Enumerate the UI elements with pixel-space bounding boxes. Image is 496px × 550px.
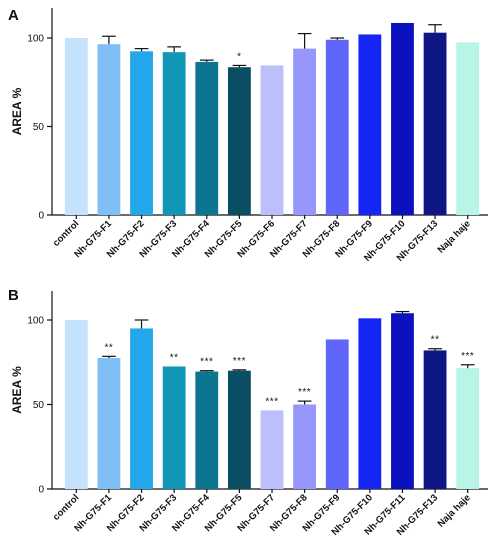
x-tick-label: control <box>51 492 82 523</box>
x-tick-label: Naja haje <box>436 218 473 255</box>
bar-nh-g75-f9 <box>358 34 382 216</box>
y-axis-label: AREA % <box>10 366 24 414</box>
bar-nh-g75-f3 <box>162 52 186 215</box>
x-tick-label: Naja haje <box>436 492 473 529</box>
bar-nh-g75-f2 <box>130 51 153 216</box>
bar-nh-g75-f1 <box>97 44 121 215</box>
bar-control <box>64 320 88 489</box>
bar-nh-g75-f3 <box>162 366 186 489</box>
bar-nh-g75-f10 <box>358 318 382 489</box>
y-tick-label: 50 <box>33 122 45 133</box>
significance-label: *** <box>233 356 246 367</box>
y-tick-label: 100 <box>27 316 44 327</box>
bar-nh-g75-f9 <box>325 339 349 489</box>
bar-nh-g75-f8 <box>293 404 317 489</box>
x-tick-label: control <box>51 218 82 249</box>
significance-label: * <box>237 51 241 62</box>
bar-nh-g75-f13 <box>423 32 447 215</box>
bar-naja-haje <box>456 368 480 489</box>
panel-label: A <box>8 7 19 24</box>
significance-label: *** <box>298 387 311 398</box>
significance-label: ** <box>431 335 440 346</box>
significance-label: *** <box>265 396 278 407</box>
bar-nh-g75-f2 <box>130 328 153 489</box>
bar-naja-haje <box>456 42 480 215</box>
bar-control <box>64 38 88 215</box>
significance-label: *** <box>461 351 474 362</box>
bar-nh-g75-f7 <box>293 48 317 216</box>
bar-nh-g75-f11 <box>391 313 414 489</box>
bar-nh-g75-f13 <box>423 350 447 489</box>
significance-label: ** <box>105 342 114 353</box>
bar-nh-g75-f7 <box>260 410 284 489</box>
bar-nh-g75-f4 <box>195 371 219 489</box>
y-axis-label: AREA % <box>10 87 24 135</box>
bar-nh-g75-f5 <box>227 67 251 215</box>
y-tick-label: 100 <box>27 34 44 45</box>
bar-nh-g75-f8 <box>325 39 349 215</box>
y-tick-label: 0 <box>38 485 44 496</box>
y-tick-label: 50 <box>33 400 45 411</box>
significance-label: *** <box>200 357 213 368</box>
bar-nh-g75-f4 <box>195 61 219 215</box>
y-tick-label: 0 <box>38 211 44 222</box>
bar-nh-g75-f10 <box>391 22 414 215</box>
bar-nh-g75-f1 <box>97 358 121 489</box>
significance-label: ** <box>170 352 179 363</box>
bar-nh-g75-f5 <box>227 370 251 489</box>
bar-nh-g75-f6 <box>260 65 284 215</box>
panel-label: B <box>8 287 19 304</box>
